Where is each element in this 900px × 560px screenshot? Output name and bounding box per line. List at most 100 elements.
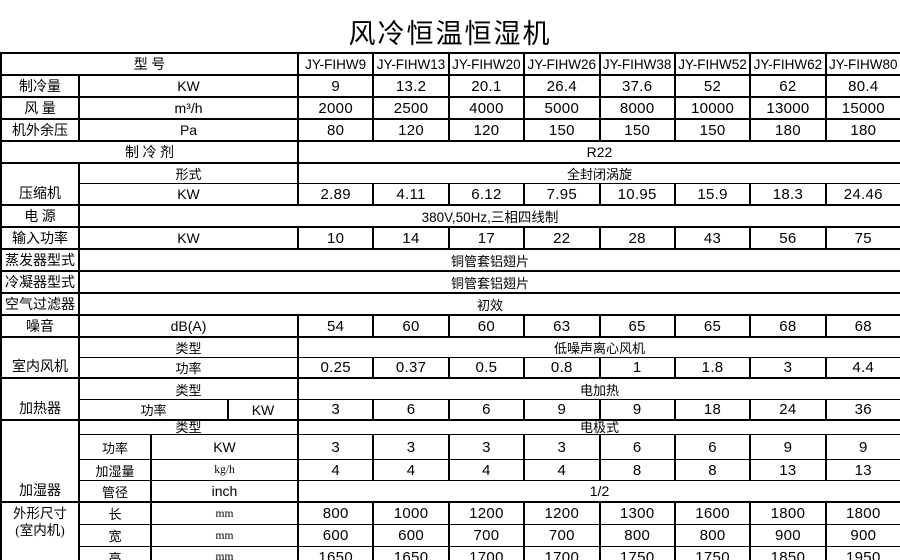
row-label-heater: 加热器 [2,379,80,421]
table-row: 外形尺寸 (室内机) 长 mm 800 1000 1200 1200 1300 … [2,503,900,560]
value-cell: 1800 [751,503,827,525]
value-cell: 1200 [449,503,526,525]
unit-cell: inch [152,481,299,503]
table-row: 制冷量 KW 9 13.2 20.1 26.4 37.6 52 62 80.4 [2,76,900,98]
dimensions-label-line1: 外形尺寸 [13,506,67,521]
value-cell: 60 [374,316,450,338]
table-row: 压缩机 形式 全封闭涡旋 [2,164,900,206]
table-row: 型 号 JY-FIHW9 JY-FIHW13 JY-FIHW20 JY-FIHW… [2,54,900,76]
row-label-dimensions: 外形尺寸 (室内机) [2,503,80,560]
value-cell: 700 [449,525,526,547]
value-cell: 800 [299,503,375,525]
value-cell: 15000 [826,98,900,120]
value-cell: 1850 [751,547,827,560]
value-cell: 700 [525,525,601,547]
value-cell: 75 [826,228,900,250]
table-row: 冷凝器型式 铜管套铝翅片 [2,272,900,294]
value-cell: 13 [826,460,900,481]
table-row: 制 冷 剂 R22 [2,142,900,164]
value-cell: 9 [826,435,900,460]
sub-label-cell: 类型 [80,379,299,400]
table-row: 高 mm 1650 1650 1700 1700 1750 1750 1850 … [2,547,900,560]
span-value-cell: 低噪声离心风机 [299,338,900,358]
unit-cell: mm [152,547,299,560]
row-label-refrigerant: 制 冷 剂 [2,142,299,164]
sub-label-cell: 管径 [80,481,152,503]
unit-cell: KW [229,400,299,421]
value-cell: 2000 [299,98,375,120]
table-row: 机外余压 Pa 80 120 120 150 150 150 180 180 [2,120,900,142]
value-cell: 65 [675,316,752,338]
table-row: KW 2.89 4.11 6.12 7.95 10.95 15.9 18.3 2… [2,184,900,206]
model-header: JY-FIHW9 [299,54,375,76]
value-cell: 180 [826,120,900,142]
row-label-power-supply: 电 源 [2,206,80,228]
value-cell: 15.9 [675,184,752,206]
value-cell: 0.25 [299,358,375,379]
value-cell: 2500 [374,98,450,120]
value-cell: 900 [826,525,900,547]
value-cell: 10 [299,228,375,250]
row-label-static-pressure: 机外余压 [2,120,80,142]
table-row: 宽 mm 600 600 700 700 800 800 900 900 [2,525,900,547]
value-cell: 150 [525,120,601,142]
row-label-cooling: 制冷量 [2,76,80,98]
value-cell: 62 [751,76,827,98]
value-cell: 36 [826,400,900,421]
value-cell: 24.46 [826,184,900,206]
table-row: 加湿器 类型 电极式 [2,421,900,503]
row-label-indoor-fan: 室内风机 [2,338,80,379]
value-cell: 24 [751,400,827,421]
unit-cell: kg/h [152,460,299,481]
span-value-cell: R22 [299,142,900,164]
model-header: JY-FIHW38 [600,54,676,76]
row-label-humidifier: 加湿器 [2,421,80,503]
sub-label-cell: 形式 [80,164,299,184]
sub-label-cell: 类型 [80,338,299,358]
value-cell: 1 [600,358,676,379]
value-cell: 37.6 [600,76,676,98]
table-row: 风 量 m³/h 2000 2500 4000 5000 8000 10000 … [2,98,900,120]
row-label-input-power: 输入功率 [2,228,80,250]
value-cell: 1750 [601,547,676,560]
value-cell: 4.11 [374,184,450,206]
row-label-air-filter: 空气过滤器 [2,294,80,316]
spec-table: 型 号 JY-FIHW9 JY-FIHW13 JY-FIHW20 JY-FIHW… [0,52,900,560]
value-cell: 80.4 [826,76,900,98]
unit-cell: mm [152,503,299,525]
value-cell: 1750 [676,547,752,560]
value-cell: 1300 [600,503,676,525]
value-cell: 14 [374,228,450,250]
value-cell: 9 [525,400,601,421]
value-cell: 3 [374,435,450,460]
value-cell: 43 [675,228,752,250]
unit-cell: KW [80,76,299,98]
value-cell: 18 [675,400,752,421]
value-cell: 8000 [600,98,676,120]
table-row: 蒸发器型式 铜管套铝翅片 [2,250,900,272]
table-row: 空气过滤器 初效 [2,294,900,316]
span-value-cell: 电极式 [299,421,900,435]
value-cell: 3 [299,400,375,421]
table-row: 室内风机 类型 低噪声离心风机 [2,338,900,379]
value-cell: 9 [751,435,827,460]
span-value-cell: 1/2 [299,481,900,503]
value-cell: 4 [299,460,375,481]
dimensions-label-line2: (室内机) [15,523,65,538]
table-row: 电 源 380V,50Hz,三相四线制 [2,206,900,228]
value-cell: 1650 [299,547,375,560]
sub-label-cell: 功率 [80,358,299,379]
sub-label-cell: 长 [80,503,152,525]
table-row: 加湿量 kg/h 4 4 4 4 8 8 13 13 [2,460,900,481]
model-header: JY-FIHW13 [374,54,450,76]
value-cell: 13 [751,460,827,481]
value-cell: 10.95 [600,184,676,206]
value-cell: 4 [449,460,526,481]
value-cell: 1.8 [675,358,752,379]
unit-cell: KW [80,228,299,250]
value-cell: 150 [675,120,752,142]
row-label-evaporator: 蒸发器型式 [2,250,80,272]
table-row: 输入功率 KW 10 14 17 22 28 43 56 75 [2,228,900,250]
row-label-compressor: 压缩机 [2,164,80,206]
